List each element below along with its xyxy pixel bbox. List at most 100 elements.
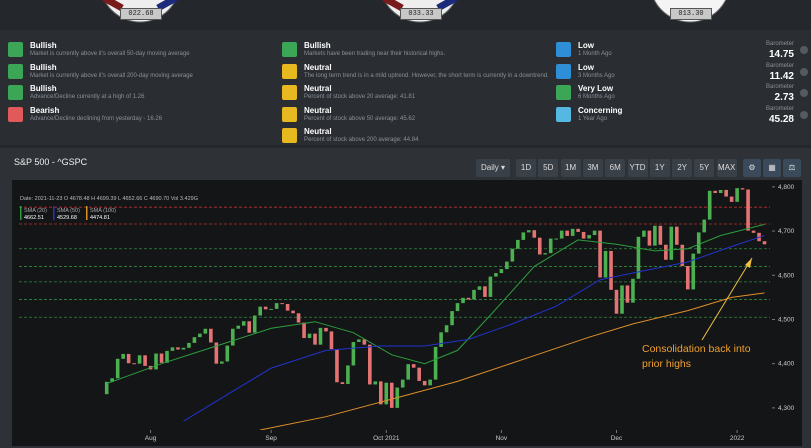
candle [675, 226, 679, 245]
range-button[interactable]: YTD [627, 159, 648, 177]
range-button[interactable]: 1M [560, 159, 581, 177]
indicator-text: 1 Year Ago [578, 115, 608, 122]
candle [587, 235, 591, 239]
candle [537, 237, 542, 255]
legend-name: SMA (50) [57, 208, 80, 214]
tool-button[interactable]: ⚙ [743, 159, 761, 177]
candle [121, 353, 125, 359]
candle [313, 333, 317, 345]
candle [351, 342, 356, 366]
indicator-icon [8, 42, 23, 57]
indicator-icon [556, 106, 571, 122]
candle [762, 241, 767, 245]
tool-button[interactable]: ▦ [763, 159, 781, 177]
chart: Date: 2021-11-23 O 4678.48 H 4699.39 L 4… [12, 180, 802, 446]
x-tick-label: 2022 [730, 435, 745, 442]
candle [181, 347, 186, 350]
candle [357, 339, 361, 343]
range-button[interactable]: 5Y [694, 159, 715, 177]
interval-select[interactable]: Daily ▾ [476, 159, 510, 177]
indicator-title: Bullish [304, 41, 331, 50]
indicator: Concerning 1 Year Ago Barometer 45.28 [556, 105, 808, 125]
indicator-icon [556, 63, 571, 79]
candle [718, 189, 723, 194]
range-button[interactable]: 6M [605, 159, 626, 177]
x-tick-label: Oct 2021 [373, 435, 400, 442]
gauge-arc [156, 0, 178, 12]
candle [516, 239, 520, 249]
range-button[interactable]: MAX [716, 159, 737, 177]
legend-swatch [53, 206, 55, 220]
indicator-icon [8, 106, 23, 122]
y-tick-label: 4,300 [778, 405, 795, 412]
candle [187, 342, 191, 348]
indicator-title: Bullish [30, 62, 57, 72]
indicator-title: Very Low [578, 84, 614, 93]
x-tick-label: Dec [611, 435, 623, 442]
candle [115, 358, 120, 379]
legend-value: 4529.68 [57, 215, 77, 221]
candle [411, 364, 416, 368]
candle [625, 285, 630, 303]
candle [110, 378, 114, 382]
indicator-text: 1 Month Ago [578, 51, 612, 57]
candle [565, 230, 569, 236]
indicator-icon [282, 63, 297, 79]
candle [746, 189, 750, 231]
y-tick-label: 4,800 [778, 184, 795, 191]
range-button[interactable]: 1D [516, 159, 536, 177]
candle [570, 228, 575, 236]
sma-line [106, 223, 765, 385]
candle [132, 363, 136, 365]
gauge-value: 022.68 [120, 8, 162, 20]
range-button[interactable]: 3M [582, 159, 603, 177]
indicator-title: Neutral [304, 84, 332, 93]
barometer-label: Barometer [765, 105, 794, 112]
indicator-text: Market is currently above it's overall 2… [30, 72, 193, 79]
candle [439, 332, 443, 347]
candle [230, 328, 235, 346]
range-button[interactable]: 5D [538, 159, 559, 177]
indicator-title: Low [578, 41, 594, 50]
candle [653, 225, 657, 246]
legend-value: 4662.51 [24, 215, 44, 221]
candle [384, 382, 389, 405]
indicator-text: Percent of stock above 20 average: 41.81 [304, 94, 416, 100]
candle [680, 244, 685, 266]
indicator-icon [282, 106, 297, 122]
candle [176, 347, 180, 350]
range-button[interactable]: 1Y [649, 159, 670, 177]
indicator-title: Concerning [578, 105, 623, 115]
candle [472, 289, 476, 300]
candle [477, 286, 482, 290]
indicator: Bullish Market is currently above it's ov… [8, 40, 276, 60]
panel-title: S&P 500 - ^GSPC [14, 157, 88, 167]
candle [450, 311, 454, 326]
candle [543, 253, 548, 255]
candle [461, 297, 465, 304]
candle [258, 306, 262, 316]
candle [499, 269, 504, 274]
candle [702, 219, 707, 233]
candle [220, 361, 224, 364]
candle [269, 308, 273, 310]
candle [636, 236, 641, 279]
candle [592, 230, 597, 236]
barometer-value: 45.28 [768, 113, 794, 125]
candle [707, 190, 712, 220]
range-button[interactable]: 2Y [672, 159, 693, 177]
candle [400, 379, 405, 388]
candle [751, 230, 756, 233]
annotation: prior highs [642, 358, 691, 370]
gauge-arc [382, 0, 404, 12]
candle [554, 238, 559, 240]
indicator: Low 1 Month Ago Barometer 14.75 [556, 40, 808, 60]
candle [422, 380, 427, 386]
candle [378, 381, 383, 405]
candle [192, 337, 197, 343]
tool-button[interactable]: ⚖ [783, 159, 801, 177]
candle [318, 327, 323, 345]
info-dot [800, 110, 808, 119]
barometer-value: 14.75 [768, 49, 794, 60]
